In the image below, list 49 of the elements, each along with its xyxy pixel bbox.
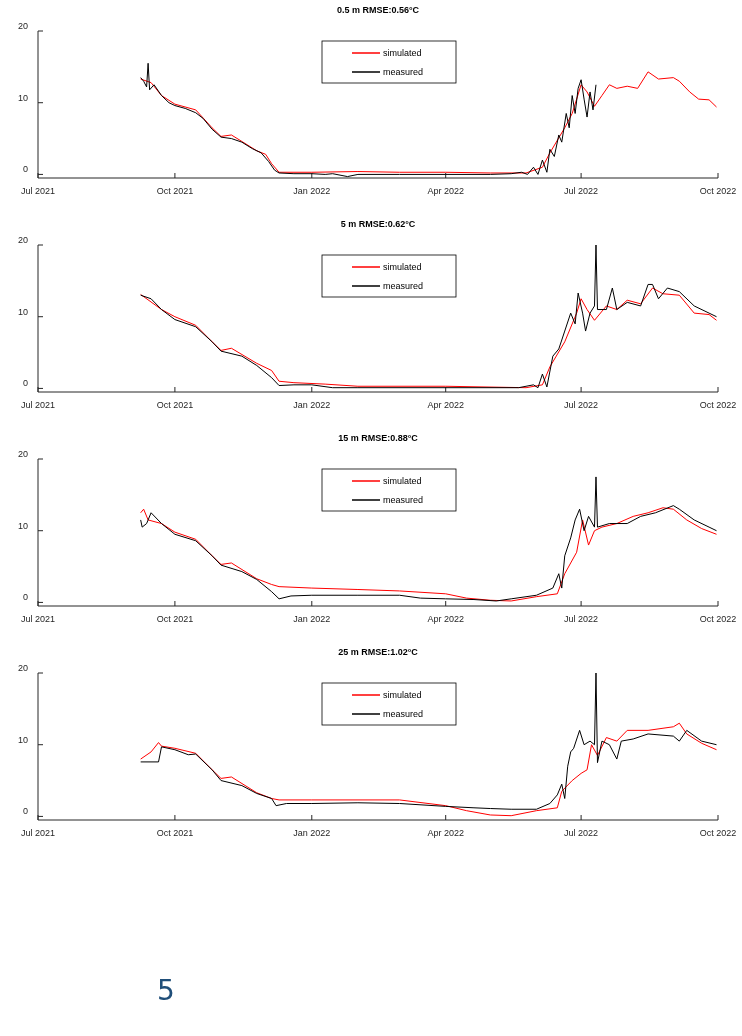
legend-label: simulated	[383, 690, 422, 700]
y-tick-label: 0	[22, 592, 28, 603]
x-tick-label: Jul 2021	[20, 400, 56, 410]
x-tick-label: Oct 2022	[699, 400, 737, 410]
legend-label: measured	[383, 709, 424, 719]
x-tick-label: Jul 2022	[564, 186, 599, 196]
x-tick-label: Oct 2021	[156, 186, 194, 196]
legend-label: measured	[383, 67, 424, 77]
chart-title: 15 m RMSE:0.88°C	[338, 433, 419, 443]
y-tick-label: 10	[17, 306, 28, 317]
x-tick-label: Jul 2022	[564, 614, 599, 624]
x-tick-label: Jul 2021	[20, 828, 56, 838]
legend-label: simulated	[383, 262, 422, 272]
y-tick-label: 20	[17, 235, 28, 245]
x-tick-label: Jan 2022	[293, 186, 331, 196]
chart-title: 0.5 m RMSE:0.56°C	[336, 5, 420, 15]
legend-label: measured	[383, 495, 424, 505]
x-tick-label: Jul 2022	[564, 828, 599, 838]
x-tick-label: Oct 2022	[699, 828, 737, 838]
text: 5	[157, 974, 175, 1007]
x-tick-label: Jan 2022	[293, 400, 331, 410]
y-tick-label: 20	[17, 663, 28, 673]
chart-title: 5 m RMSE:0.62°C	[340, 219, 416, 229]
y-tick-label: 0	[22, 806, 28, 817]
x-tick-label: Apr 2022	[427, 186, 464, 196]
x-tick-label: Jan 2022	[293, 828, 331, 838]
y-tick-label: 10	[17, 520, 28, 531]
y-tick-label: 0	[22, 164, 28, 175]
chart-title: 25 m RMSE:1.02°C	[338, 647, 419, 657]
y-tick-label: 20	[17, 449, 28, 459]
x-tick-label: Jan 2022	[293, 614, 331, 624]
x-tick-label: Apr 2022	[427, 828, 464, 838]
x-tick-label: Jul 2021	[20, 614, 56, 624]
y-tick-label: 20	[17, 21, 28, 31]
y-tick-label: 10	[17, 734, 28, 745]
y-tick-label: 0	[22, 378, 28, 389]
y-tick-label: 10	[17, 92, 28, 103]
x-tick-label: Jul 2022	[564, 400, 599, 410]
x-tick-label: Oct 2022	[699, 186, 737, 196]
x-tick-label: Oct 2022	[699, 614, 737, 624]
x-tick-label: Apr 2022	[427, 400, 464, 410]
x-tick-label: Apr 2022	[427, 614, 464, 624]
x-tick-label: Jul 2021	[20, 186, 56, 196]
x-tick-label: Oct 2021	[156, 828, 194, 838]
legend-label: simulated	[383, 48, 422, 58]
legend-label: simulated	[383, 476, 422, 486]
x-tick-label: Oct 2021	[156, 614, 194, 624]
legend-label: measured	[383, 281, 424, 291]
x-tick-label: Oct 2021	[156, 400, 194, 410]
